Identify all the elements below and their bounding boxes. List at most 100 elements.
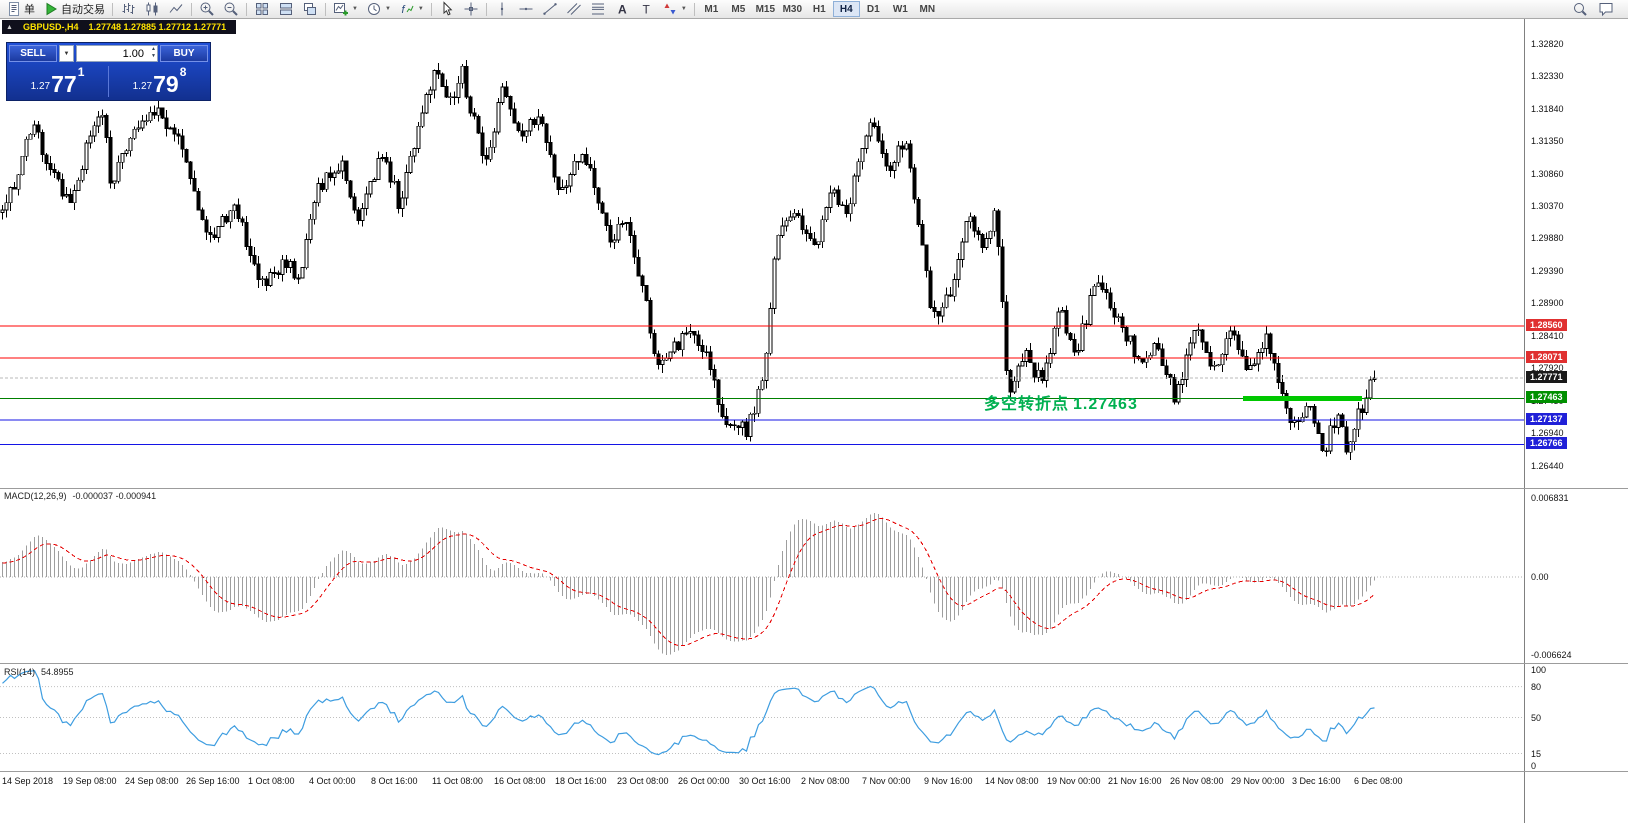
price-tick-label: 1.31840 [1531, 103, 1564, 114]
sell-price-pip: 1 [77, 65, 85, 79]
time-axis-label: 21 Nov 16:00 [1108, 776, 1162, 786]
timeframe-button-m15[interactable]: M15 [752, 1, 779, 17]
buy-price-big: 79 [153, 71, 179, 97]
price-tick-label: 1.30860 [1531, 168, 1564, 179]
spinner-down-icon[interactable]: ▼ [151, 53, 156, 59]
macd-indicator-canvas[interactable] [0, 489, 1524, 663]
community-icon[interactable] [1594, 1, 1618, 18]
buy-price-prefix: 1.27 [132, 81, 153, 92]
tile-windows-icon[interactable] [274, 1, 298, 18]
timeframe-button-m5[interactable]: M5 [725, 1, 752, 17]
buy-button[interactable]: BUY [160, 45, 208, 62]
buy-price-button[interactable]: 1.27 79 8 [109, 64, 210, 99]
volume-input[interactable] [77, 46, 157, 61]
rsi-axis-label: 0 [1531, 761, 1537, 771]
collapse-icon[interactable]: ▲ [6, 23, 13, 31]
time-axis-label: 11 Oct 08:00 [432, 776, 483, 786]
timeframe-button-mn[interactable]: MN [914, 1, 941, 17]
horizontal-line-icon[interactable] [514, 1, 538, 18]
price-tick-label: 1.27920 [1531, 363, 1564, 374]
time-axis-label: 1 Oct 08:00 [248, 776, 295, 786]
timeframe-toolbar: M1 M5 M15 M30 H1 H4 D1 W1 MN [698, 1, 941, 17]
macd-axis-max: 0.006831 [1531, 493, 1569, 503]
rsi-axis-label: 100 [1531, 665, 1547, 675]
price-chart-canvas[interactable] [0, 19, 1524, 488]
zoom-in-icon[interactable] [195, 1, 219, 18]
pivot-annotation-value: 1.27463 [1073, 396, 1138, 413]
new-chart-icon[interactable]: ▼ [329, 1, 362, 18]
price-tick-label: 1.29880 [1531, 233, 1564, 244]
pane-separator[interactable] [0, 488, 1628, 489]
price-divider [108, 66, 109, 97]
price-tick-label: 1.26940 [1531, 427, 1564, 438]
time-axis-label: 16 Oct 08:00 [494, 776, 546, 786]
fibonacci-icon[interactable] [586, 1, 610, 18]
timeframe-button-m30[interactable]: M30 [779, 1, 806, 17]
vertical-line-icon[interactable] [490, 1, 514, 18]
text-label-icon[interactable]: T [634, 1, 658, 18]
rsi-name: RSI(14) [4, 667, 36, 677]
pivot-annotation: 多空转折点 1.27463 [984, 390, 1142, 414]
trendline-icon[interactable] [538, 1, 562, 18]
price-tick-label: 1.31350 [1531, 136, 1564, 147]
cascade-windows-icon[interactable] [298, 1, 322, 18]
periods-icon[interactable]: ▼ [362, 1, 395, 18]
rsi-axis-label: 15 [1531, 748, 1542, 759]
arrows-icon[interactable]: ▼ [658, 1, 691, 18]
volume-spinner[interactable]: ▲ ▼ [151, 46, 156, 60]
timeframe-button-w1[interactable]: W1 [887, 1, 914, 17]
auto-arrange-icon[interactable] [250, 1, 274, 18]
volume-dropdown[interactable]: ▼ [59, 45, 74, 62]
dropdown-arrow-icon: ▼ [384, 6, 391, 12]
chart-window: 1.32820 1.32330 1.31840 1.31350 1.30860 1.303… [0, 19, 1628, 823]
main-toolbar: 单 自动交易 ▼ ▼ f ▼ A T ▼ M1 M5 M15 M30 H1 H4 D1 W1 MN [0, 0, 1628, 19]
sell-button[interactable]: SELL [9, 45, 57, 62]
text-icon[interactable]: A [610, 1, 634, 18]
timeframe-button-d1[interactable]: D1 [860, 1, 887, 17]
indicators-icon[interactable]: f ▼ [395, 1, 428, 18]
price-tick-label: 1.28410 [1531, 330, 1564, 341]
candlestick-chart-icon[interactable] [140, 1, 164, 18]
time-axis-label: 18 Oct 16:00 [555, 776, 607, 786]
toolbar-right-group [1568, 1, 1626, 18]
cursor-icon[interactable] [435, 1, 459, 18]
equidistant-channel-icon[interactable] [562, 1, 586, 18]
macd-label: MACD(12,26,9) -0.000037 -0.000941 [4, 491, 162, 501]
zoom-out-icon[interactable] [219, 1, 243, 18]
svg-text:T: T [642, 3, 650, 17]
timeframe-button-h1[interactable]: H1 [806, 1, 833, 17]
price-level-badge: 1.28071 [1526, 351, 1567, 363]
price-level-badge: 1.26766 [1526, 437, 1567, 449]
pane-separator[interactable] [0, 663, 1628, 664]
sell-price-button[interactable]: 1.27 77 1 [7, 64, 108, 99]
macd-name: MACD(12,26,9) [4, 491, 67, 501]
time-axis-label: 7 Nov 00:00 [862, 776, 911, 786]
time-axis-label: 2 Nov 08:00 [801, 776, 850, 786]
new-order-button[interactable]: 单 [2, 1, 39, 18]
search-icon[interactable] [1568, 1, 1592, 18]
line-chart-icon[interactable] [164, 1, 188, 18]
toolbar-separator [191, 2, 192, 16]
price-tick-label: 1.26440 [1531, 461, 1564, 471]
new-order-label: 单 [24, 4, 35, 16]
sell-price-prefix: 1.27 [30, 81, 51, 92]
trade-panel-prices: 1.27 77 1 1.27 79 8 [7, 64, 210, 99]
spinner-up-icon[interactable]: ▲ [151, 46, 156, 52]
price-tick-label: 1.32820 [1531, 39, 1564, 49]
rsi-indicator-canvas[interactable] [0, 664, 1524, 771]
price-axis[interactable]: 1.32820 1.32330 1.31840 1.31350 1.30860 1.303… [1524, 19, 1628, 823]
timeframe-button-m1[interactable]: M1 [698, 1, 725, 17]
crosshair-icon[interactable] [459, 1, 483, 18]
time-axis-label: 29 Nov 00:00 [1231, 776, 1285, 786]
toolbar-separator [693, 2, 695, 16]
time-axis-label: 26 Oct 00:00 [678, 776, 730, 786]
toolbar-separator [246, 2, 247, 16]
timeframe-button-h4[interactable]: H4 [832, 1, 860, 17]
time-axis-label: 14 Sep 2018 [2, 776, 54, 786]
toolbar-separator [325, 2, 326, 16]
autotrading-button[interactable]: 自动交易 [39, 1, 109, 18]
ohlc-values: 1.27748 1.27885 1.27712 1.27771 [88, 22, 227, 32]
bar-chart-icon[interactable] [116, 1, 140, 18]
toolbar-separator [112, 2, 113, 16]
